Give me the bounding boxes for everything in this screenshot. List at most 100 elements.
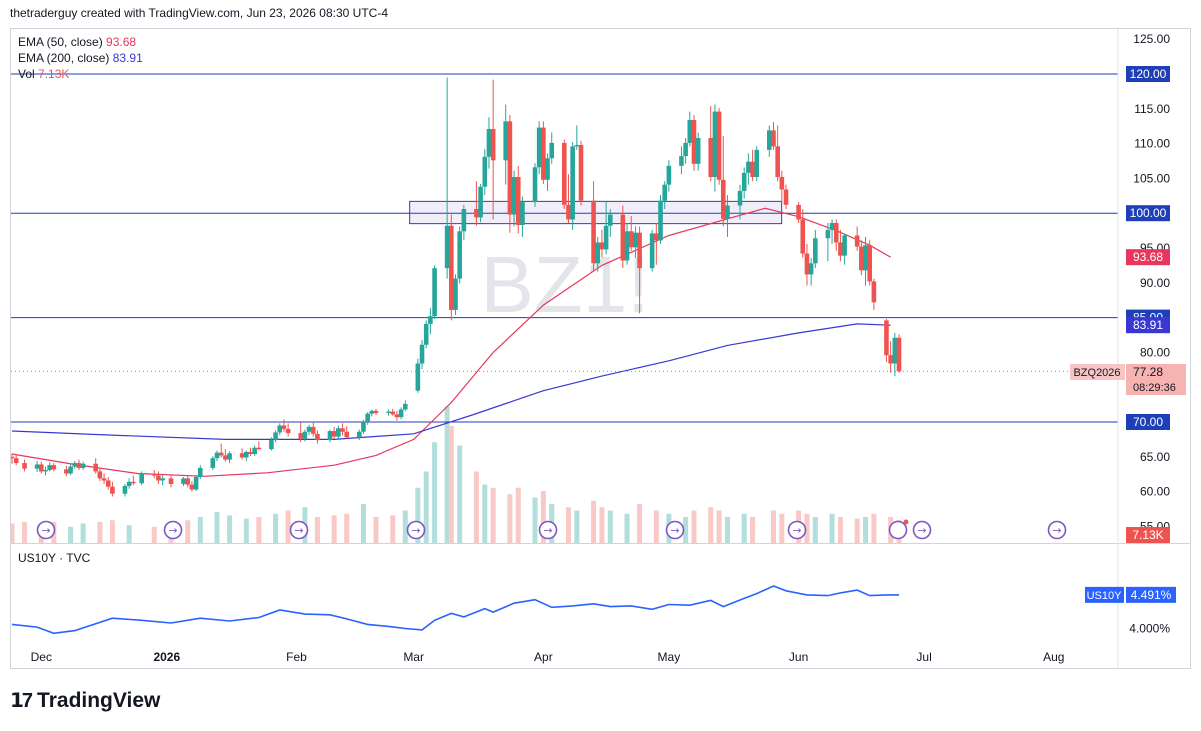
- candle-body: [93, 463, 98, 472]
- event-arrow-icon: →: [1052, 524, 1061, 537]
- us10y-legend[interactable]: US10Y · TVC: [18, 550, 90, 566]
- candle-body: [854, 235, 860, 247]
- volume-bar: [716, 510, 722, 543]
- candle-body: [888, 355, 893, 364]
- candle-body: [813, 238, 818, 264]
- time-axis-label: Feb: [286, 650, 307, 664]
- event-arrow-icon: →: [543, 524, 552, 537]
- candle-body: [541, 127, 546, 180]
- candle-body: [737, 190, 743, 206]
- ema200-legend-value: 83.91: [112, 51, 143, 65]
- volume-bar: [724, 517, 730, 543]
- candle-body: [649, 233, 655, 269]
- event-arrow-icon: →: [917, 524, 926, 537]
- candle-body: [503, 121, 509, 161]
- candle-body: [214, 452, 220, 459]
- volume-bar: [532, 497, 538, 543]
- volume-bar: [256, 517, 262, 543]
- candle-body: [110, 486, 115, 494]
- event-icon: [538, 520, 558, 540]
- candle-body: [478, 186, 483, 218]
- candle-body: [620, 214, 626, 261]
- candle-body: [679, 156, 684, 166]
- volume-bar: [109, 520, 115, 543]
- candle-body: [390, 411, 396, 415]
- volume-bar: [97, 521, 103, 543]
- candle-body: [315, 433, 320, 441]
- volume-bar: [457, 445, 463, 543]
- candle-body: [281, 425, 287, 429]
- candle-body: [871, 281, 877, 303]
- volume-bar: [653, 510, 659, 543]
- us10y-symbol-tag-bg: [1085, 586, 1124, 603]
- candle-body: [754, 149, 760, 178]
- candle-body: [859, 246, 864, 271]
- volume-legend-label: Vol: [18, 67, 35, 81]
- candle-body: [808, 263, 814, 275]
- ema200-legend-label: EMA (200, close): [18, 51, 110, 65]
- candle-body: [683, 142, 688, 157]
- candle-body: [386, 411, 391, 413]
- candle-body: [428, 316, 433, 324]
- candle-body: [68, 466, 73, 474]
- candle-body: [779, 177, 785, 190]
- candle-body: [181, 478, 186, 484]
- candle-body: [804, 253, 810, 275]
- ema50-badge-bg: [1126, 249, 1170, 266]
- candle-body: [72, 463, 78, 467]
- volume-bar: [80, 523, 86, 543]
- candle-body: [457, 231, 462, 279]
- volume-badge: 7.13K: [1132, 528, 1163, 542]
- candle-body: [38, 464, 44, 472]
- ema50-legend[interactable]: EMA (50, close) 93.68: [18, 34, 136, 50]
- candle-body: [536, 127, 542, 168]
- volume-bar: [151, 526, 157, 543]
- volume-bar: [770, 510, 776, 543]
- candle-body: [695, 138, 701, 164]
- volume-bar: [214, 512, 220, 543]
- time-axis-label: Aug: [1043, 650, 1064, 664]
- candle-body: [825, 229, 831, 239]
- candle-body: [574, 144, 580, 147]
- candle-body: [474, 209, 479, 218]
- candle-body: [331, 431, 337, 437]
- candle-body: [227, 453, 232, 460]
- candle-body: [160, 478, 165, 481]
- candle-body: [691, 119, 697, 164]
- candle-body: [310, 426, 316, 434]
- candle-body: [716, 111, 722, 180]
- volume-bar: [197, 517, 203, 543]
- candle-body: [486, 128, 492, 157]
- symbol-tag: BZQ2026: [1073, 367, 1120, 379]
- level-badge-bg: [1126, 414, 1170, 430]
- volume-bar: [432, 442, 438, 543]
- candle-body: [515, 177, 521, 226]
- time-axis-label: May: [658, 650, 681, 664]
- volume-bar: [273, 513, 279, 543]
- ema50-badge: 93.68: [1133, 250, 1163, 264]
- candle-body: [624, 231, 630, 261]
- price-scale-label: 125.00: [1133, 32, 1170, 46]
- ema200-legend[interactable]: EMA (200, close) 83.91: [18, 50, 143, 66]
- candle-body: [666, 165, 672, 185]
- time-axis-label: Jul: [916, 650, 931, 664]
- candle-body: [628, 231, 634, 248]
- volume-bar: [314, 517, 320, 543]
- volume-bar: [574, 510, 580, 543]
- volume-bar: [227, 515, 233, 543]
- event-arrow-icon: →: [411, 524, 420, 537]
- candle-body: [168, 478, 174, 484]
- price-scale-label: 115.00: [1134, 102, 1170, 116]
- event-icon: [912, 520, 932, 540]
- volume-bar: [607, 510, 613, 543]
- candle-body: [829, 222, 835, 230]
- event-arrow-icon: →: [670, 524, 679, 537]
- volume-legend[interactable]: Vol 7.13K: [18, 66, 69, 82]
- ema200-badge: 83.91: [1133, 318, 1163, 332]
- volume-bar: [804, 513, 810, 543]
- candle-body: [13, 458, 19, 464]
- volume-bar: [871, 513, 877, 543]
- last-price-badge: 77.28: [1133, 365, 1163, 379]
- candle-body: [511, 177, 517, 215]
